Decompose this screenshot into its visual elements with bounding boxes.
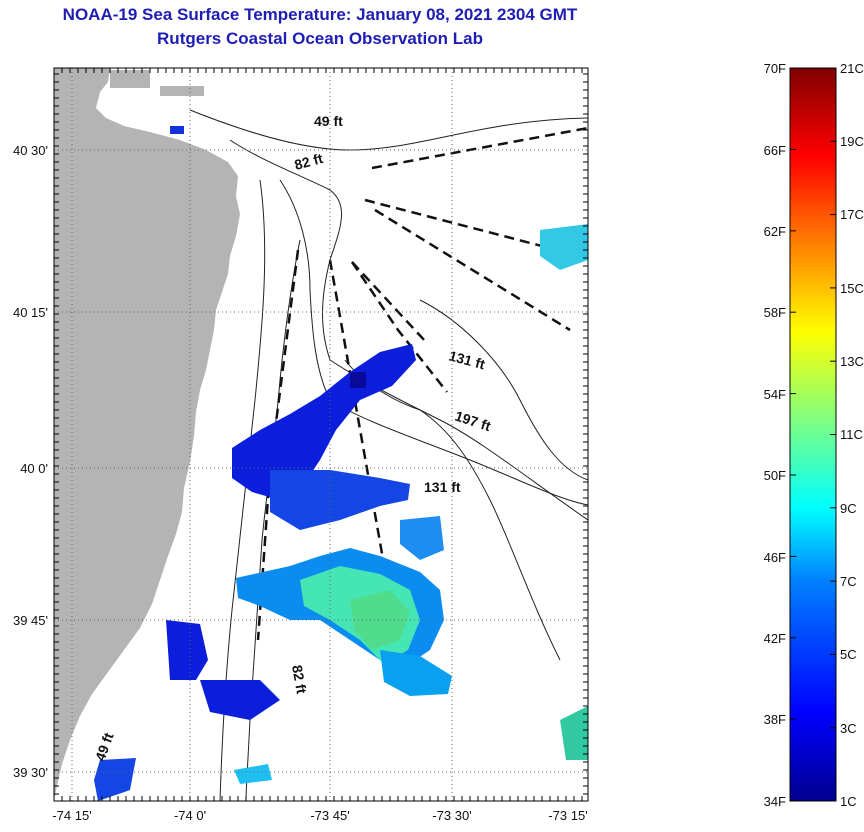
colorbar-label-f: 34F [764,794,786,809]
colorbar-label-c: 3C [840,721,857,736]
lon-tick-label: -74 15' [52,808,91,823]
colorbar-label-f: 54F [764,387,786,402]
land-patch [110,70,150,88]
lat-tick-label: 40 0' [20,461,48,476]
sst-cold-band [94,126,416,801]
colorbar-label-c: 7C [840,574,857,589]
lon-tick-label: -73 15' [548,808,587,823]
colorbar-label-c: 17C [840,207,864,222]
map-subtitle: Rutgers Coastal Ocean Observation Lab [157,29,483,48]
lat-tick-label: 39 30' [13,765,48,780]
colorbar-label-c: 13C [840,354,864,369]
map-gridlines [54,68,588,801]
colorbar-label-f: 70F [764,61,786,76]
map-tick-marks [54,68,588,801]
colorbar-label-f: 50F [764,468,786,483]
colorbar-label-f: 58F [764,305,786,320]
land-patch [160,86,204,96]
lon-tick-label: -73 30' [432,808,471,823]
colorbar-label-f: 66F [764,143,786,158]
land-new-jersey [54,68,240,801]
colorbar-label-f: 38F [764,712,786,727]
colorbar-label-c: 11C [840,427,863,442]
map-title: NOAA-19 Sea Surface Temperature: January… [62,5,578,24]
lat-tick-label: 40 30' [13,143,48,158]
depth-label-82ft-south: 82 ft [289,664,310,695]
lat-tick-label: 40 15' [13,305,48,320]
colorbar-label-c: 19C [840,134,864,149]
depth-label-82ft: 82 ft [293,150,325,173]
colorbar-label-f: 46F [764,550,786,565]
colorbar-label-c: 9C [840,501,857,516]
sst-mid-patch [234,224,588,784]
depth-label-49ft: 49 ft [314,113,343,129]
lon-tick-label: -74 0' [174,808,206,823]
colorbar [789,67,837,802]
depth-label-131ft-south: 131 ft [424,479,461,495]
lat-tick-label: 39 45' [13,613,48,628]
colorbar-label-c: 1C [840,794,857,809]
colorbar-label-c: 5C [840,647,857,662]
lon-tick-label: -73 45' [310,808,349,823]
colorbar-label-c: 21C [840,61,864,76]
colorbar-label-c: 15C [840,281,864,296]
colorbar-label-f: 42F [764,631,786,646]
colorbar-label-f: 62F [764,224,786,239]
colorbar-ticks [790,67,836,802]
